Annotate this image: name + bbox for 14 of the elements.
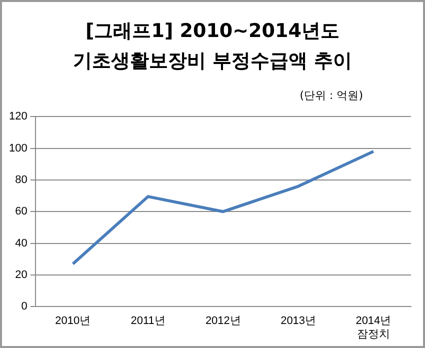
y-tick-label: 80 xyxy=(15,174,28,186)
y-axis-title: (단위 : 억원) xyxy=(300,88,363,103)
y-tick-label: 20 xyxy=(15,268,28,281)
chart-title: [그래프1] 2010~2014년도 기초생활보장비 부정수급액 추이 xyxy=(72,19,354,74)
y-tick-label: 0 xyxy=(21,300,28,313)
y-tick-label: 120 xyxy=(8,110,28,123)
x-tick-label: 2010년 xyxy=(55,315,91,328)
y-tick-label: 100 xyxy=(8,142,28,154)
x-tick-label: 2012년 xyxy=(205,315,241,328)
y-tick-label: 60 xyxy=(15,206,28,218)
x-tick-label: 2014년 잠정치 xyxy=(356,315,392,340)
x-tick-label: 2013년 xyxy=(280,315,316,328)
x-tick-label: 2011년 xyxy=(130,315,166,328)
y-tick-label: 40 xyxy=(15,237,28,250)
